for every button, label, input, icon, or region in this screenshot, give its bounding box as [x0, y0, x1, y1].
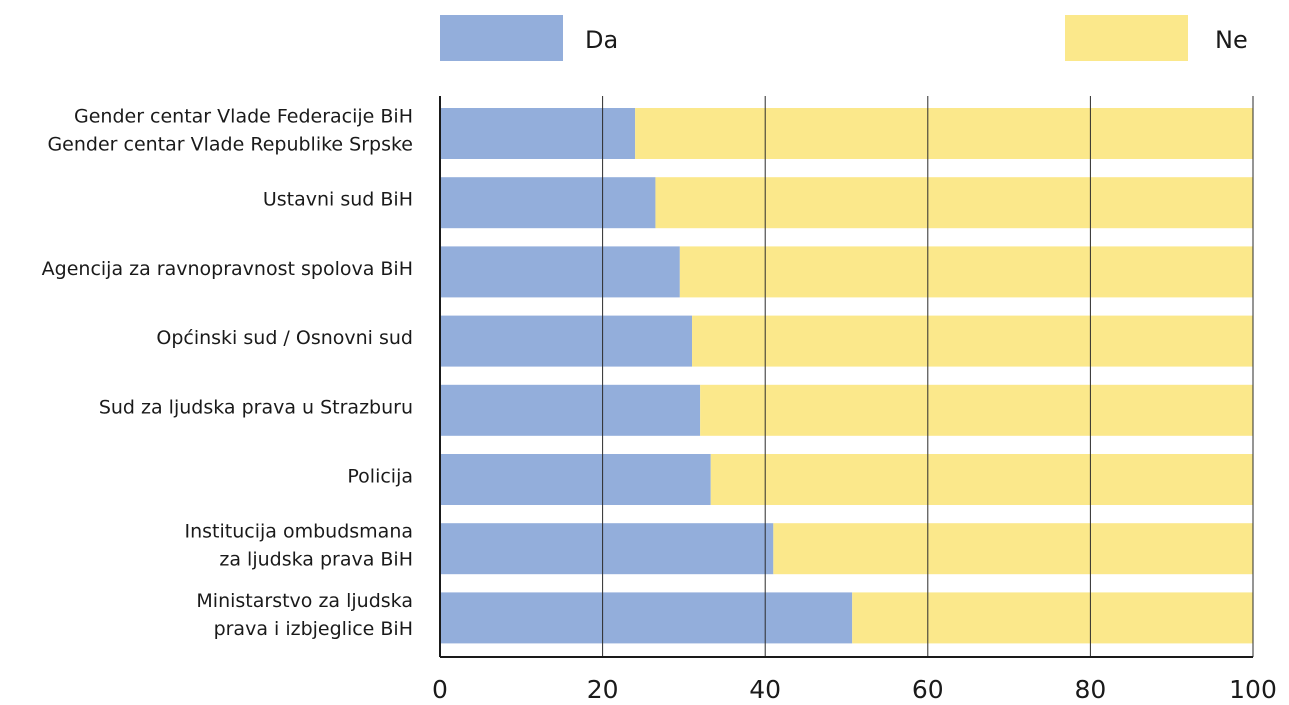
bar-da-4 [440, 384, 701, 436]
bar-ne-1 [655, 177, 1253, 229]
bar-da-3 [440, 315, 693, 367]
category-label-line: Institucija ombudsmana [185, 521, 413, 543]
bar-ne-4 [700, 384, 1253, 436]
legend-swatch-da [440, 15, 563, 61]
gridlines [602, 96, 1254, 657]
x-tick-label-80: 80 [1074, 675, 1106, 704]
bars [440, 108, 1253, 644]
bar-ne-2 [679, 246, 1253, 298]
category-label-line: Ustavni sud BiH [263, 189, 413, 211]
category-label-line: Općinski sud / Osnovni sud [156, 327, 413, 349]
category-labels: Gender centar Vlade Federacije BiH Gender… [42, 106, 413, 640]
category-label-4: Sud za ljudska prava u Strazburu [99, 396, 413, 418]
bar-da-0 [440, 108, 636, 159]
x-tick-label-100: 100 [1229, 675, 1277, 704]
x-tick-label-60: 60 [912, 675, 944, 704]
category-label-5: Policija [347, 466, 413, 488]
category-label-line: Ministarstvo za ljudska [196, 590, 413, 612]
category-label-7: Ministarstvo za ljudska prava i izbjeglic… [196, 590, 413, 640]
category-label-2: Agencija za ravnopravnost spolova BiH [42, 258, 413, 280]
category-label-line: Sud za ljudska prava u Strazburu [99, 396, 413, 418]
category-label-line: za ljudska prava BiH [219, 549, 413, 571]
category-label-line: Policija [347, 466, 413, 488]
bar-da-7 [440, 592, 853, 644]
bar-da-5 [440, 454, 711, 505]
category-label-line: Agencija za ravnopravnost spolova BiH [42, 258, 413, 280]
bar-ne-5 [710, 454, 1253, 505]
legend: Da Ne [440, 15, 1248, 61]
category-label-line: Gender centar Vlade Republike Srpske [47, 134, 413, 156]
category-label-line: Gender centar Vlade Federacije BiH [74, 106, 413, 128]
category-label-line: prava i izbjeglice BiH [214, 618, 413, 640]
x-tick-label-40: 40 [749, 675, 781, 704]
bar-ne-6 [773, 523, 1253, 575]
bar-da-2 [440, 246, 680, 298]
category-label-6: Institucija ombudsmana za ljudska prava B… [185, 521, 413, 571]
bar-da-1 [440, 177, 656, 229]
bar-ne-3 [692, 315, 1253, 367]
legend-label-da: Da [585, 26, 618, 54]
legend-swatch-ne [1065, 15, 1188, 61]
legend-label-ne: Ne [1215, 26, 1248, 54]
category-label-0: Gender centar Vlade Federacije BiH Gender… [47, 106, 413, 156]
bar-ne-7 [852, 592, 1253, 644]
category-label-1: Ustavni sud BiH [263, 189, 413, 211]
x-tick-label-0: 0 [432, 675, 448, 704]
x-tick-labels: 0 20 40 60 80 100 [432, 675, 1277, 704]
category-label-3: Općinski sud / Osnovni sud [156, 327, 413, 349]
x-tick-label-20: 20 [587, 675, 619, 704]
bar-da-6 [440, 523, 774, 575]
axes [439, 96, 1253, 658]
bar-ne-0 [635, 108, 1253, 159]
